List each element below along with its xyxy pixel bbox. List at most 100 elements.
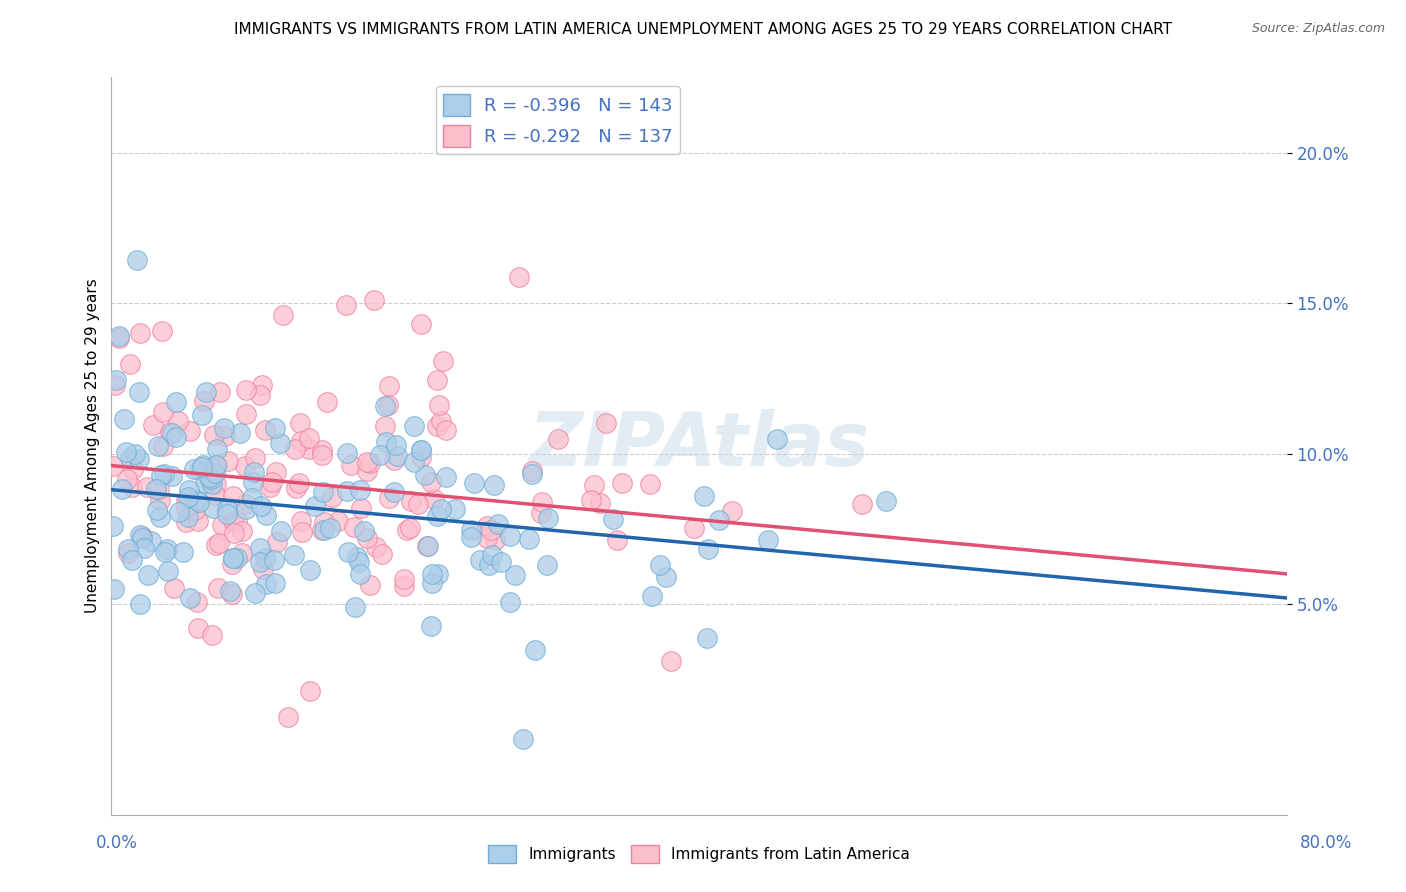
Point [249, 555, 271, 569]
Point [648, 558, 671, 572]
Point [217, 507, 239, 521]
Point [335, 298, 357, 312]
Point [368, 449, 391, 463]
Point [176, 490, 198, 504]
Point [290, 434, 312, 448]
Point [263, 421, 285, 435]
Point [505, 568, 527, 582]
Point [187, 621, 209, 635]
Point [179, 591, 201, 606]
Point [477, 531, 499, 545]
Point [191, 458, 214, 472]
Point [221, 558, 243, 572]
Point [654, 569, 676, 583]
Point [202, 501, 225, 516]
Point [270, 524, 292, 538]
Point [522, 464, 544, 478]
Point [217, 454, 239, 468]
Point [186, 493, 208, 508]
Point [384, 438, 406, 452]
Text: IMMIGRANTS VS IMMIGRANTS FROM LATIN AMERICA UNEMPLOYMENT AMONG AGES 25 TO 29 YEA: IMMIGRANTS VS IMMIGRANTS FROM LATIN AMER… [233, 22, 1173, 37]
Point [132, 541, 155, 555]
Point [426, 509, 449, 524]
Point [193, 394, 215, 409]
Point [221, 515, 243, 529]
Point [233, 458, 256, 473]
Point [153, 545, 176, 559]
Point [188, 462, 211, 476]
Point [103, 582, 125, 596]
Point [108, 329, 131, 343]
Point [249, 388, 271, 402]
Point [468, 552, 491, 566]
Point [235, 407, 257, 421]
Point [208, 535, 231, 549]
Point [337, 545, 360, 559]
Point [721, 504, 744, 518]
Point [382, 453, 405, 467]
Point [152, 439, 174, 453]
Point [156, 542, 179, 557]
Point [429, 501, 451, 516]
Point [426, 373, 449, 387]
Point [434, 470, 457, 484]
Point [484, 533, 506, 548]
Point [402, 455, 425, 469]
Point [186, 594, 208, 608]
Point [359, 456, 381, 470]
Point [179, 424, 201, 438]
Point [201, 477, 224, 491]
Point [392, 572, 415, 586]
Point [640, 477, 662, 491]
Point [233, 497, 256, 511]
Point [229, 425, 252, 440]
Point [756, 533, 779, 547]
Point [200, 474, 222, 488]
Point [259, 480, 281, 494]
Point [314, 523, 336, 537]
Point [697, 542, 720, 557]
Point [875, 494, 897, 508]
Point [194, 475, 217, 490]
Point [188, 495, 211, 509]
Point [167, 414, 190, 428]
Point [245, 450, 267, 465]
Point [174, 493, 197, 508]
Point [336, 446, 359, 460]
Point [291, 525, 314, 540]
Point [142, 417, 165, 432]
Point [420, 619, 443, 633]
Point [128, 385, 150, 400]
Point [148, 482, 170, 496]
Point [271, 308, 294, 322]
Point [285, 481, 308, 495]
Point [117, 546, 139, 560]
Point [350, 500, 373, 515]
Point [370, 547, 392, 561]
Point [531, 495, 554, 509]
Point [304, 500, 326, 514]
Point [266, 465, 288, 479]
Point [120, 451, 142, 466]
Point [115, 444, 138, 458]
Point [315, 394, 337, 409]
Point [401, 494, 423, 508]
Text: 0.0%: 0.0% [96, 834, 138, 852]
Point [299, 563, 322, 577]
Point [131, 531, 153, 545]
Point [201, 459, 224, 474]
Point [579, 493, 602, 508]
Point [340, 458, 363, 472]
Point [226, 514, 249, 528]
Point [382, 484, 405, 499]
Point [602, 512, 624, 526]
Point [224, 526, 246, 541]
Point [212, 421, 235, 435]
Point [349, 567, 371, 582]
Point [195, 384, 218, 399]
Point [595, 416, 617, 430]
Point [696, 631, 718, 645]
Point [105, 373, 128, 387]
Point [547, 432, 569, 446]
Point [404, 419, 426, 434]
